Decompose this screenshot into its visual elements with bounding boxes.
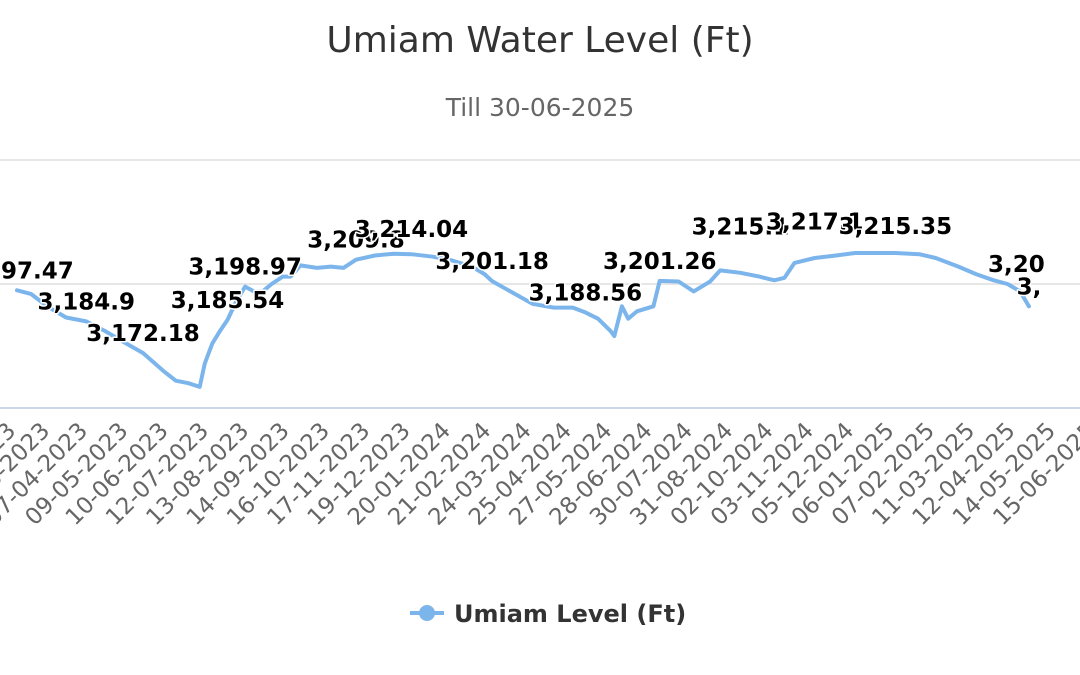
data-label: 3,215.35 [839,214,953,240]
x-axis-ticks: 09-02-202308-03-202307-04-202309-05-2023… [0,418,1080,531]
chart-title: Umiam Water Level (Ft) [326,20,753,61]
chart-subtitle: Till 30-06-2025 [445,93,635,122]
data-label: 3,217.1 [766,210,864,236]
data-label: 3,185.54 [171,288,285,314]
data-label: 3,197.47 [0,258,74,284]
data-label: 3,20 [988,252,1045,278]
legend[interactable]: Umiam Level (Ft) [410,600,686,628]
data-label: 3,172.18 [86,321,200,347]
series-layer [15,251,1031,389]
data-label: 3,188.56 [529,280,643,306]
data-label: 3,198.97 [188,255,302,281]
data-label: 3,201.26 [603,249,717,275]
data-label: 3,214.04 [355,217,469,243]
series-line-umiam-level[interactable] [15,251,1031,389]
gridlines [0,159,1080,285]
legend-label[interactable]: Umiam Level (Ft) [454,600,686,628]
data-label: 3,215.1 [692,215,790,241]
data-label: 3,209.8 [307,228,405,254]
legend-marker-icon [419,605,435,621]
data-label: 3, [1017,274,1042,300]
data-label: 3,201.18 [435,249,549,275]
data-labels: 3,197.473,184.93,172.183,185.543,198.973… [0,208,1046,348]
data-label: 3,184.9 [38,289,136,315]
